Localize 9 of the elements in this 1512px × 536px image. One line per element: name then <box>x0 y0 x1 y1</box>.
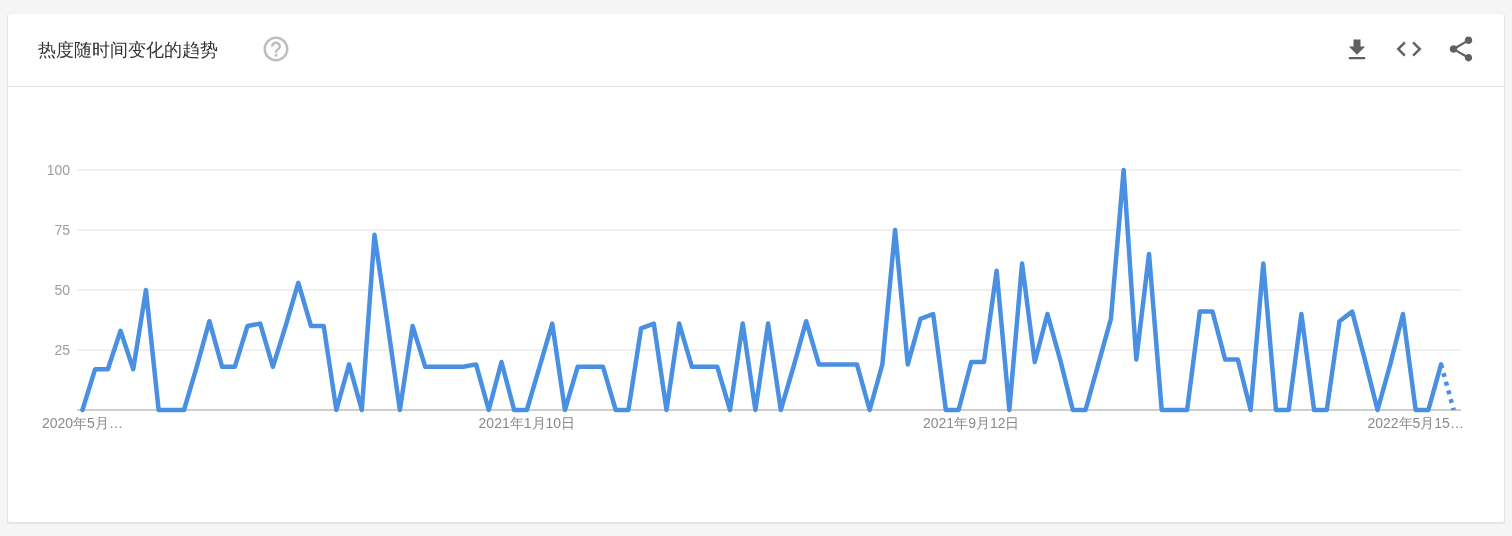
y-tick-label: 50 <box>54 282 71 298</box>
x-tick-label: 2020年5月… <box>41 415 123 431</box>
x-tick-label: 2021年1月10日 <box>478 415 576 431</box>
y-tick-label: 25 <box>54 342 71 358</box>
y-tick-label: 75 <box>54 222 71 238</box>
y-tick-label: 100 <box>46 162 71 178</box>
x-tick-label: 2022年5月15… <box>1367 415 1464 431</box>
x-tick-label: 2021年9月12日 <box>922 415 1020 431</box>
chart-title: 热度随时间变化的趋势 <box>38 40 218 60</box>
